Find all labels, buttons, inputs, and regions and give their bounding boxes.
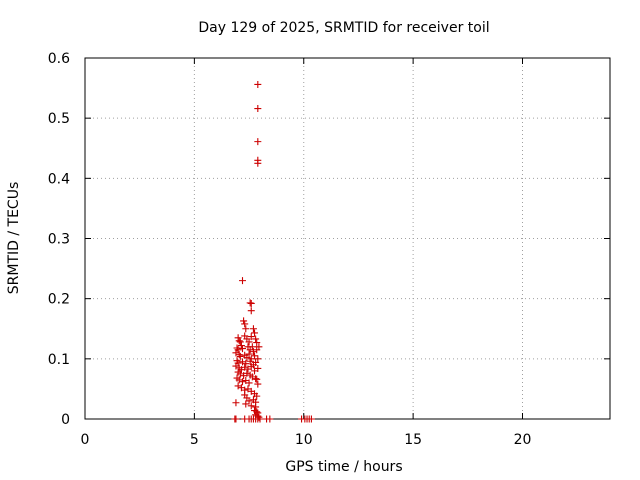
data-point <box>252 358 260 366</box>
data-point <box>234 334 242 342</box>
data-point <box>252 335 260 343</box>
data-point <box>247 333 255 341</box>
data-point <box>253 375 261 383</box>
y-tick-label: 0.2 <box>48 292 70 308</box>
data-point <box>256 415 264 423</box>
data-point <box>254 380 262 388</box>
data-point <box>245 379 253 387</box>
data-point <box>245 350 253 358</box>
data-point <box>251 352 259 360</box>
data-point <box>241 320 249 328</box>
data-points <box>231 80 315 423</box>
data-point <box>247 299 255 307</box>
data-point <box>254 105 262 113</box>
plot-area-frame <box>84 57 611 420</box>
data-point <box>247 307 255 315</box>
data-point <box>247 402 255 410</box>
data-point <box>254 80 262 88</box>
data-point <box>249 325 257 333</box>
data-point <box>234 382 242 390</box>
data-point <box>236 352 244 360</box>
data-point <box>307 415 315 423</box>
y-tick-label: 0.1 <box>48 352 70 368</box>
data-point <box>232 399 240 407</box>
data-point <box>245 338 253 346</box>
data-point <box>266 415 274 423</box>
data-point <box>252 403 260 411</box>
data-point <box>254 364 262 372</box>
data-point <box>246 299 254 307</box>
data-point <box>239 345 246 353</box>
grid-lines <box>85 58 610 419</box>
data-point <box>251 329 259 337</box>
data-point <box>242 325 250 333</box>
x-axis-label: GPS time / hours <box>285 459 402 475</box>
data-point <box>243 354 251 362</box>
y-tick-label: 0 <box>61 412 70 428</box>
data-point <box>232 415 240 423</box>
x-tick-label: 20 <box>514 432 532 448</box>
data-point <box>246 357 254 365</box>
data-point <box>235 337 243 345</box>
chart-title: Day 129 of 2025, SRMTID for receiver toi… <box>198 20 489 36</box>
data-point <box>235 351 243 359</box>
data-point <box>253 408 261 416</box>
data-point <box>236 338 244 346</box>
data-point <box>240 317 248 325</box>
data-point <box>254 138 262 146</box>
y-tick-label: 0.6 <box>48 51 70 67</box>
data-point <box>253 339 261 347</box>
x-tick-label: 5 <box>190 432 199 448</box>
data-point <box>253 392 261 400</box>
data-point <box>254 355 262 363</box>
y-tick-label: 0.3 <box>48 232 70 248</box>
data-point <box>245 397 253 405</box>
data-point <box>237 342 245 350</box>
data-point <box>252 375 260 383</box>
data-point <box>239 378 246 386</box>
data-point <box>254 159 262 167</box>
x-tick-label: 0 <box>81 432 90 448</box>
x-tick-label: 10 <box>295 432 313 448</box>
y-axis-label: SRMTID / TECUs <box>6 182 22 295</box>
data-point <box>248 343 256 351</box>
y-tick-label: 0.5 <box>48 111 70 127</box>
data-point <box>253 346 261 354</box>
data-point <box>247 363 255 371</box>
data-point <box>242 360 250 368</box>
data-point <box>239 277 246 285</box>
y-tick-label: 0.4 <box>48 171 70 187</box>
data-point <box>242 400 250 408</box>
axis-ticks: 0 5 10 15 20 0 0.1 0.2 0.3 0.4 0.5 0.6 <box>48 51 610 448</box>
x-tick-label: 15 <box>404 432 422 448</box>
